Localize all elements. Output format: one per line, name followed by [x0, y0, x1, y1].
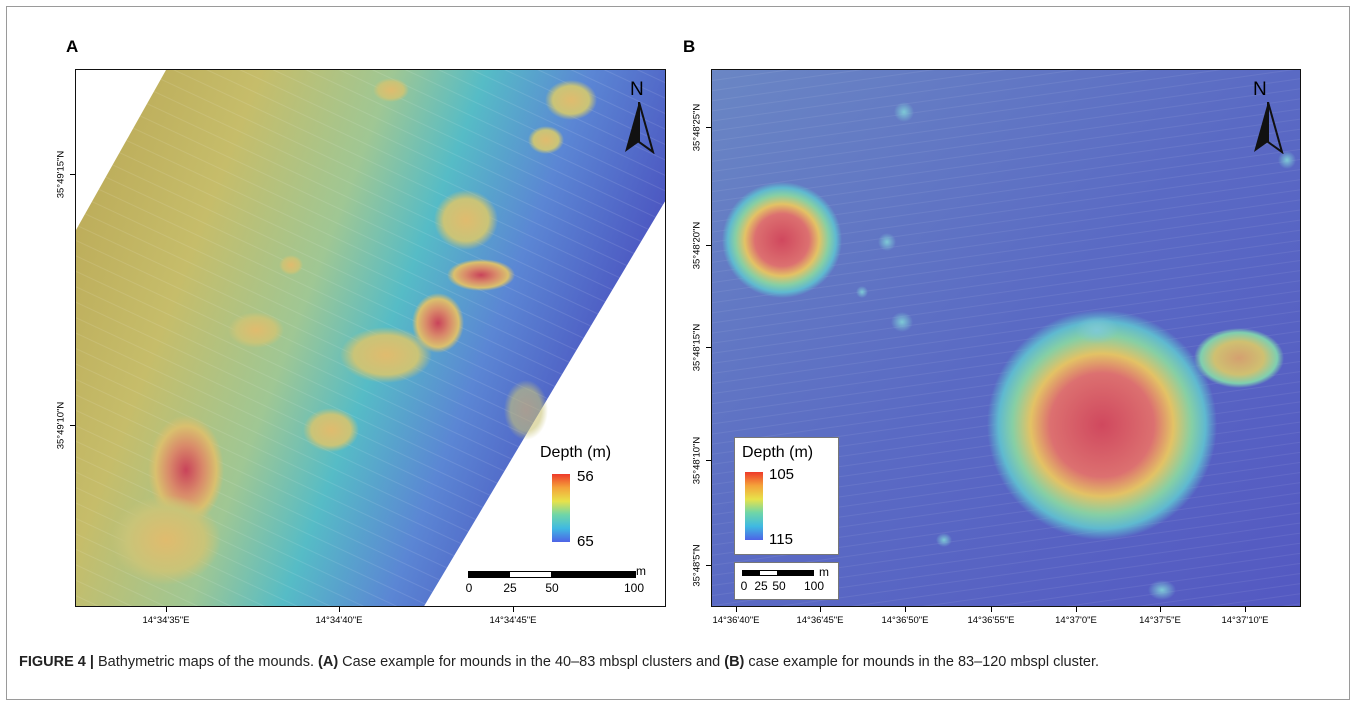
panel-b-lon-label: 14°37'0"E — [1055, 615, 1097, 626]
tick — [1245, 607, 1246, 612]
tick — [706, 127, 711, 128]
panel-b-scale-bar — [742, 570, 814, 576]
panel-b-scale-25: 25 — [754, 579, 768, 593]
panel-a-lon-label: 14°34'35"E — [142, 615, 190, 626]
panel-b-legend: Depth (m) 105 115 — [734, 437, 839, 555]
tick — [166, 607, 167, 612]
tick — [1076, 607, 1077, 612]
panel-a-lon-label: 14°34'40"E — [315, 615, 363, 626]
panel-b-lon-label: 14°36'55"E — [967, 615, 1015, 626]
panel-b-scale-unit: m — [819, 565, 829, 579]
tick — [706, 245, 711, 246]
tick — [1160, 607, 1161, 612]
panel-b-scale-100: 100 — [803, 579, 825, 593]
panel-a-scale-50: 50 — [545, 581, 559, 595]
panel-b-lat-label: 35°48'25"N — [691, 103, 703, 152]
panel-a-lat-label: 35°49'15"N — [55, 150, 67, 199]
panel-b-legend-max: 105 — [769, 466, 795, 483]
panel-a-scale-unit: m — [636, 564, 646, 578]
panel-a-bathymetry — [76, 70, 665, 606]
north-arrow-icon — [1254, 102, 1284, 154]
panel-b-lon-label: 14°37'5"E — [1139, 615, 1181, 626]
panel-b-lat-label: 35°48'20"N — [691, 221, 703, 270]
panel-b-lat-label: 35°48'10"N — [691, 436, 703, 485]
caption-text: case example for mounds in the 83–120 mb… — [744, 654, 1100, 670]
panel-a-scale-25: 25 — [503, 581, 517, 595]
tick — [706, 347, 711, 348]
tick — [706, 460, 711, 461]
panel-b-lon-label: 14°37'10"E — [1221, 615, 1269, 626]
north-arrow-icon — [625, 102, 655, 154]
tick — [905, 607, 906, 612]
tick — [706, 565, 711, 566]
panel-b-lat-label: 35°48'15"N — [691, 323, 703, 372]
panel-a-north-label: N — [630, 79, 644, 100]
panel-b-north-label: N — [1253, 79, 1267, 100]
panel-b-legend-title: Depth (m) — [742, 444, 814, 461]
panel-a-legend-max: 56 — [577, 468, 594, 485]
caption-figure-number: FIGURE 4 | — [19, 654, 94, 670]
panel-b-lat-label: 35°48'5"N — [691, 544, 703, 587]
panel-b-letter: B — [683, 37, 696, 56]
panel-a-scale-0: 0 — [465, 581, 473, 595]
panel-a-legend-colorbar — [552, 474, 570, 542]
panel-a-lat-label: 35°49'10"N — [55, 401, 67, 450]
panel-a-legend-min: 65 — [577, 533, 594, 550]
caption-ref-a: (A) — [318, 654, 339, 670]
tick — [70, 174, 75, 175]
panel-b-lon-label: 14°36'50"E — [881, 615, 929, 626]
tick — [991, 607, 992, 612]
tick — [820, 607, 821, 612]
panel-b-lon-label: 14°36'45"E — [796, 615, 844, 626]
tick — [736, 607, 737, 612]
panel-a-map: N Depth (m) 56 65 m 0 25 50 100 — [75, 69, 666, 607]
caption-ref-b: (B) — [724, 654, 745, 670]
caption-text: Bathymetric maps of the mounds. — [93, 654, 319, 670]
tick — [513, 607, 514, 612]
panel-b-legend-colorbar — [745, 472, 763, 540]
figure-frame — [6, 6, 1350, 700]
panel-a-letter: A — [66, 37, 79, 56]
tick — [339, 607, 340, 612]
panel-a-legend-title: Depth (m) — [540, 444, 612, 461]
panel-b-scale-box: m 0 25 50 100 — [734, 562, 839, 600]
panel-a-scale-bar — [468, 571, 636, 578]
tick — [70, 425, 75, 426]
caption-text: Case example for mounds in the 40–83 mbs… — [338, 654, 725, 670]
panel-b-lon-label: 14°36'40"E — [712, 615, 760, 626]
panel-b-legend-min: 115 — [769, 531, 793, 548]
figure-caption: FIGURE 4 | Bathymetric maps of the mound… — [19, 653, 1339, 672]
panel-b-scale-0: 0 — [740, 579, 748, 593]
panel-a-scale-100: 100 — [623, 581, 645, 595]
panel-b-map: N Depth (m) 105 115 m 0 25 50 100 — [711, 69, 1301, 607]
panel-a-lon-label: 14°34'45"E — [489, 615, 537, 626]
panel-b-scale-50: 50 — [772, 579, 786, 593]
